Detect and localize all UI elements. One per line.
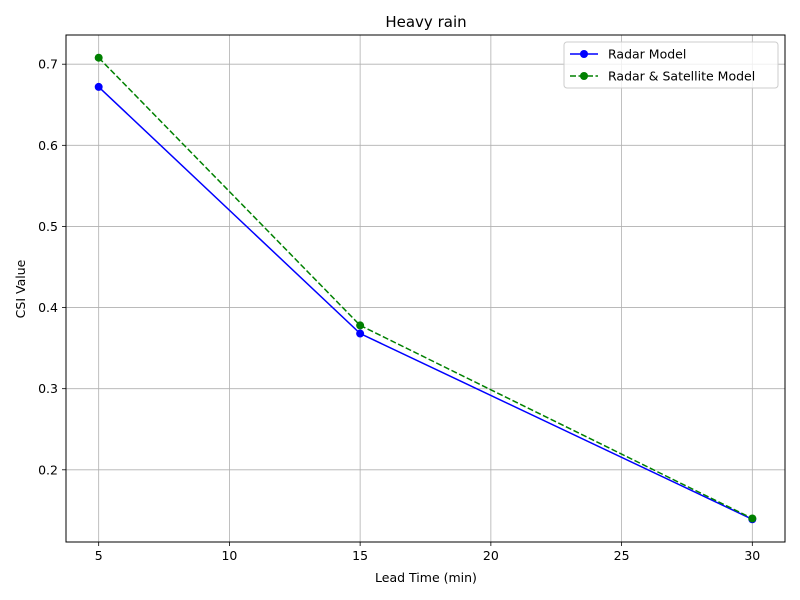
- x-tick-label: 30: [744, 548, 760, 563]
- legend-label-0: Radar Model: [608, 47, 686, 62]
- y-tick-label: 0.5: [38, 219, 58, 234]
- y-tick-label: 0.2: [38, 462, 58, 477]
- grid-lines: [66, 35, 785, 542]
- x-tick-label: 10: [221, 548, 237, 563]
- legend-marker-1: [580, 72, 588, 80]
- x-axis-title: Lead Time (min): [375, 570, 477, 585]
- x-tick-label: 25: [614, 548, 630, 563]
- data-point-1-1: [356, 321, 365, 330]
- x-tick-label: 20: [483, 548, 499, 563]
- chart-title: Heavy rain: [385, 13, 466, 31]
- series-layer: [94, 53, 757, 524]
- data-point-1-2: [748, 514, 757, 523]
- plot-area-frame: [65, 34, 786, 543]
- data-point-0-0: [94, 82, 103, 91]
- y-axis-title: CSI Value: [13, 259, 28, 318]
- legend-box: [563, 41, 779, 89]
- legend-marker-0: [580, 50, 588, 58]
- x-tick-label: 15: [352, 548, 368, 563]
- y-tick-label: 0.7: [38, 57, 58, 72]
- y-tick-label: 0.6: [38, 138, 58, 153]
- legend-label-1: Radar & Satellite Model: [608, 69, 755, 84]
- x-axis: 5 10 15 20 25 30: [95, 542, 760, 563]
- y-axis: 0.2 0.3 0.4 0.5 0.6 0.7: [38, 57, 66, 477]
- y-tick-label: 0.4: [38, 300, 58, 315]
- y-tick-label: 0.3: [38, 381, 58, 396]
- data-point-1-0: [94, 53, 103, 62]
- legend: Radar Model Radar & Satellite Model: [563, 41, 779, 89]
- x-tick-label: 5: [95, 548, 103, 563]
- data-point-0-1: [356, 329, 365, 338]
